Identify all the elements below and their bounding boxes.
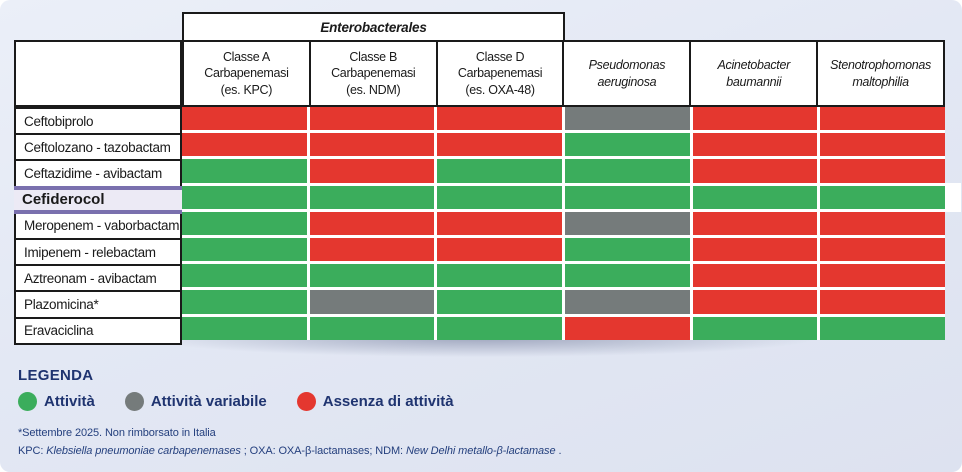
activity-cell-eravaciclina-col4 xyxy=(564,316,690,340)
activity-cell-eravaciclina-col6 xyxy=(820,316,945,340)
activity-cell-eravaciclina-col3 xyxy=(437,316,562,340)
footnote-segment: KPC: xyxy=(18,445,47,457)
activity-cell-aztreonam-avibactam-col2 xyxy=(309,264,435,288)
column-header-acinetobacter: Acinetobacter baumannii xyxy=(689,40,819,107)
activity-cell-cefiderocol-col5 xyxy=(692,185,818,209)
activity-cell-ceftolozano-tazobactam-col2 xyxy=(309,133,435,157)
row-label-aztreonam-avibactam: Aztreonam - avibactam xyxy=(14,264,182,293)
row-label-eravaciclina: Eravaciclina xyxy=(14,316,182,345)
activity-cell-imipenem-relebactam-col6 xyxy=(820,237,945,262)
activity-cell-imipenem-relebactam-col5 xyxy=(692,237,818,262)
activity-cell-plazomicina-col6 xyxy=(820,290,945,314)
legend-items: Attività Attività variabile Assenza di att… xyxy=(18,392,454,411)
row-label-plazomicina: Plazomicina* xyxy=(14,290,182,319)
activity-cell-aztreonam-avibactam-col6 xyxy=(820,264,945,288)
activity-cell-aztreonam-avibactam-col4 xyxy=(564,264,690,288)
activity-cell-plazomicina-col5 xyxy=(692,290,818,314)
activity-cell-meropenem-vaborbactam-col1 xyxy=(182,211,307,235)
legend-item-assenza-di-attivit: Assenza di attività xyxy=(296,392,454,411)
row-label-cefiderocol: Cefiderocol xyxy=(14,185,182,214)
row-label-ceftolozano-tazobactam: Ceftolozano - tazobactam xyxy=(14,133,182,162)
legend-item-attivit-variabile: Attività variabile xyxy=(124,392,267,411)
footnote-segment: ; OXA: OXA-β-lactamases; NDM: xyxy=(240,445,406,457)
activity-cell-meropenem-vaborbactam-col6 xyxy=(820,211,945,235)
activity-cell-aztreonam-avibactam-col1 xyxy=(182,264,307,288)
column-header-classe-b: Classe B Carbapenemasi (es. NDM) xyxy=(308,40,438,107)
activity-cell-ceftolozano-tazobactam-col6 xyxy=(820,133,945,157)
row-label-ceftobiprolo: Ceftobiprolo xyxy=(14,107,182,136)
activity-cell-plazomicina-col2 xyxy=(309,290,435,314)
activity-cell-cefiderocol-col6 xyxy=(820,185,945,209)
activity-cell-imipenem-relebactam-col3 xyxy=(437,237,562,262)
legend-title: LEGENDA xyxy=(18,367,94,384)
activity-cell-cefiderocol-col4 xyxy=(564,185,690,209)
legend-label: Attività variabile xyxy=(150,393,267,410)
legend-label: Assenza di attività xyxy=(322,393,454,410)
activity-cell-ceftolozano-tazobactam-col5 xyxy=(692,133,818,157)
activity-cell-ceftobiprolo-col6 xyxy=(820,107,945,131)
legend: LEGENDA Attività Attività variabile Assenz… xyxy=(18,367,454,411)
footnote-segment: New Delhi metallo-β-lactamase xyxy=(405,445,556,457)
activity-cell-ceftolozano-tazobactam-col3 xyxy=(437,133,562,157)
row-label-meropenem-vaborbactam: Meropenem - vaborbactam xyxy=(14,211,182,240)
activity-cell-ceftobiprolo-col1 xyxy=(182,107,307,131)
activity-cell-ceftobiprolo-col2 xyxy=(309,107,435,131)
column-header-classe-a: Classe A Carbapenemasi (es. KPC) xyxy=(182,40,311,107)
activity-cell-imipenem-relebactam-col1 xyxy=(182,237,307,262)
legend-item-attivit: Attività xyxy=(18,392,95,411)
activity-cell-plazomicina-col4 xyxy=(564,290,690,314)
activity-cell-meropenem-vaborbactam-col3 xyxy=(437,211,562,235)
column-header-classe-d: Classe D Carbapenemasi (es. OXA-48) xyxy=(435,40,565,107)
activity-cell-meropenem-vaborbactam-col2 xyxy=(309,211,435,235)
activity-cell-eravaciclina-col2 xyxy=(309,316,435,340)
activity-cell-imipenem-relebactam-col4 xyxy=(564,237,690,262)
activity-cell-plazomicina-col3 xyxy=(437,290,562,314)
column-header-stenotrophomonas: Stenotrophomonas maltophilia xyxy=(816,40,945,107)
footnote-reimbursement: *Settembre 2025. Non rimborsato in Itali… xyxy=(18,427,216,439)
footnote-abbreviations: KPC: Klebsiella pneumoniae carbapenemase… xyxy=(18,445,562,457)
column-header-pseudomonas: Pseudomonas aeruginosa xyxy=(562,40,692,107)
activity-cell-ceftazidime-avibactam-col3 xyxy=(437,159,562,183)
footnote-segment: . xyxy=(555,445,562,457)
activity-cell-ceftazidime-avibactam-col5 xyxy=(692,159,818,183)
activity-cell-cefiderocol-col2 xyxy=(309,185,435,209)
activity-cell-cefiderocol-col3 xyxy=(437,185,562,209)
activity-cell-grid xyxy=(182,107,945,340)
activity-cell-plazomicina-col1 xyxy=(182,290,307,314)
activity-cell-ceftolozano-tazobactam-col1 xyxy=(182,133,307,157)
row-label-ceftazidime-avibactam: Ceftazidime - avibactam xyxy=(14,159,182,188)
activity-cell-meropenem-vaborbactam-col4 xyxy=(564,211,690,235)
activity-cell-imipenem-relebactam-col2 xyxy=(309,237,435,262)
activity-cell-ceftazidime-avibactam-col6 xyxy=(820,159,945,183)
activity-cell-ceftobiprolo-col5 xyxy=(692,107,818,131)
activity-cell-meropenem-vaborbactam-col5 xyxy=(692,211,818,235)
legend-dot-activity xyxy=(18,392,37,411)
activity-cell-eravaciclina-col1 xyxy=(182,316,307,340)
enterobacterales-group-header: Enterobacterales xyxy=(182,12,565,42)
legend-label: Attività xyxy=(44,393,95,410)
activity-cell-ceftazidime-avibactam-col2 xyxy=(309,159,435,183)
activity-cell-aztreonam-avibactam-col3 xyxy=(437,264,562,288)
activity-cell-ceftobiprolo-col3 xyxy=(437,107,562,131)
row-label-imipenem-relebactam: Imipenem - relebactam xyxy=(14,238,182,267)
activity-table: Enterobacterales Classe A Carbapenemasi … xyxy=(14,12,961,345)
table-header-row: Classe A Carbapenemasi (es. KPC) Classe B… xyxy=(182,40,945,107)
activity-cell-ceftobiprolo-col4 xyxy=(564,107,690,131)
activity-cell-ceftazidime-avibactam-col1 xyxy=(182,159,307,183)
legend-dot-variable xyxy=(124,392,144,411)
activity-cell-ceftolozano-tazobactam-col4 xyxy=(564,133,690,157)
activity-cell-cefiderocol-col1 xyxy=(182,185,307,209)
activity-cell-ceftazidime-avibactam-col4 xyxy=(564,159,690,183)
activity-cell-aztreonam-avibactam-col5 xyxy=(692,264,818,288)
row-label-header-cell xyxy=(14,40,182,107)
legend-dot-no_activity xyxy=(296,392,316,411)
activity-cell-eravaciclina-col5 xyxy=(692,316,818,340)
footnote-segment: Klebsiella pneumoniae carbapenemases xyxy=(46,445,241,457)
